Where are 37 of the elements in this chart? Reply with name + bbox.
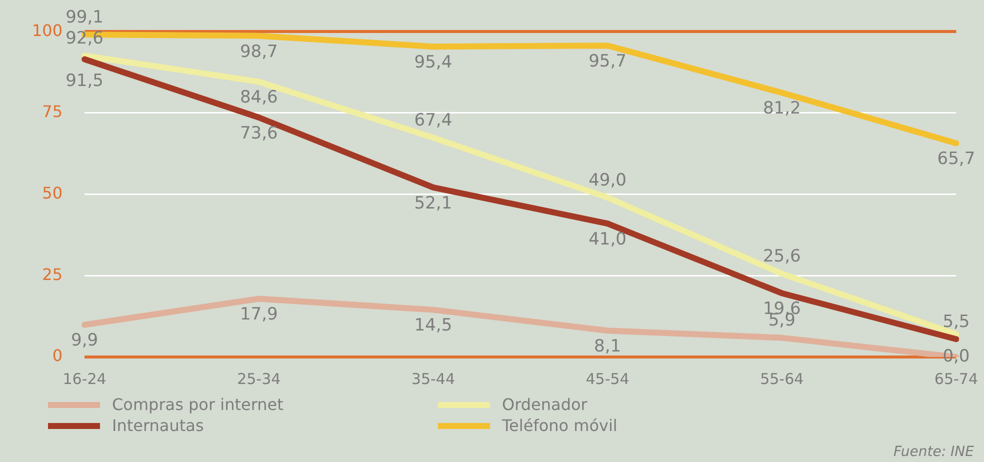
data-label: 8,1	[594, 336, 622, 357]
x-tick-label: 16-24	[62, 370, 106, 388]
data-label: 73,6	[240, 123, 278, 144]
data-label: 17,9	[240, 304, 278, 325]
data-label: 14,5	[414, 316, 452, 336]
y-tick-label: 50	[42, 183, 63, 202]
data-label: 41,0	[588, 230, 626, 250]
y-tick-label: 25	[42, 264, 63, 284]
x-tick-label: 65-74	[934, 370, 978, 388]
data-label: 81,2	[762, 98, 801, 119]
data-label: 98,7	[240, 42, 278, 62]
y-tick-label: 0	[52, 346, 63, 366]
data-label: 67,4	[414, 110, 452, 131]
source-note: Fuente: INE	[893, 444, 974, 460]
x-tick-label: 25-34	[237, 370, 281, 388]
data-label: 95,4	[414, 52, 452, 72]
x-tick-label: 35-44	[411, 370, 456, 388]
data-label: 52,1	[414, 193, 452, 214]
data-label: 92,6	[66, 28, 104, 49]
data-label: 0,0	[942, 346, 970, 366]
data-label: 84,6	[240, 88, 278, 108]
legend-label: Teléfono móvil	[502, 416, 618, 435]
y-tick-label: 100	[32, 20, 63, 40]
data-label: 99,1	[66, 7, 104, 28]
x-tick-label: 45-54	[586, 370, 630, 388]
data-label: 95,7	[588, 52, 626, 72]
x-tick-label: 55-64	[760, 370, 804, 388]
legend-label: Ordenador	[502, 395, 588, 414]
data-label: 5,5	[942, 312, 970, 332]
legend-label: Internautas	[112, 416, 204, 435]
y-tick-label: 75	[42, 102, 63, 122]
legend-label: Compras por internet	[112, 395, 284, 414]
data-label: 25,6	[762, 246, 801, 267]
data-label: 65,7	[937, 149, 976, 170]
data-label: 91,5	[66, 71, 104, 92]
data-label: 49,0	[588, 170, 626, 190]
data-label: 9,9	[71, 330, 98, 351]
